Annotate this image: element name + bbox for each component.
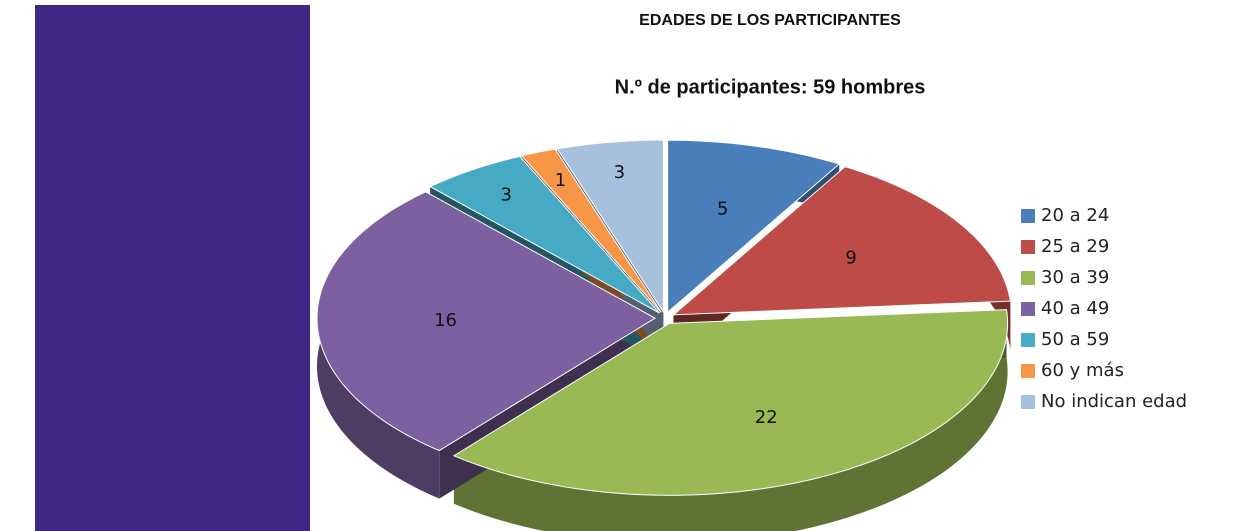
legend-label: 40 a 49 <box>1041 298 1109 319</box>
data-labels: 5 9 22 16 3 1 3 <box>434 162 857 428</box>
legend-swatch <box>1021 302 1035 316</box>
legend-swatch <box>1021 333 1035 347</box>
legend-swatch <box>1021 271 1035 285</box>
legend-swatch <box>1021 395 1035 409</box>
side-panel <box>35 5 310 531</box>
data-label: 22 <box>755 407 778 428</box>
slice <box>316 191 656 452</box>
chart-subtitle: N.º de participantes: 59 hombres <box>615 76 926 98</box>
legend-label: 20 a 24 <box>1041 205 1109 226</box>
legend-swatch <box>1021 209 1035 223</box>
data-label: 1 <box>555 170 566 191</box>
legend-label: 50 a 59 <box>1041 329 1109 350</box>
legend-swatch <box>1021 364 1035 378</box>
slice <box>429 155 660 314</box>
legend-label: 60 y más <box>1041 360 1124 381</box>
slice <box>520 148 662 313</box>
data-label: 9 <box>845 247 856 268</box>
data-label: 5 <box>717 198 728 219</box>
slice-side <box>453 309 1008 531</box>
legend-label: 25 a 29 <box>1041 236 1109 257</box>
legend: 20 a 24 25 a 29 30 a 39 40 a 49 50 a 59 60 y … <box>1021 205 1187 412</box>
data-label: 3 <box>614 162 625 183</box>
slice <box>667 139 841 314</box>
legend-label: 30 a 39 <box>1041 267 1109 288</box>
legend-swatch <box>1021 240 1035 254</box>
slice <box>672 166 1011 316</box>
data-label: 16 <box>434 310 457 331</box>
slice <box>452 309 1009 496</box>
data-label: 3 <box>501 184 512 205</box>
pie-tops <box>316 139 1011 496</box>
chart-title: EDADES DE LOS PARTICIPANTES <box>639 12 901 29</box>
slice <box>556 139 664 314</box>
legend-label: No indican edad <box>1041 391 1187 412</box>
